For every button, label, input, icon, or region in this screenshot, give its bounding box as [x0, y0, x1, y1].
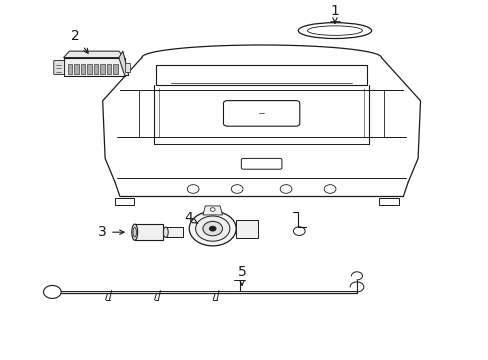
Circle shape	[209, 226, 216, 231]
FancyBboxPatch shape	[106, 64, 111, 74]
Text: 1: 1	[330, 4, 339, 23]
Ellipse shape	[163, 227, 168, 238]
FancyBboxPatch shape	[87, 64, 91, 74]
Polygon shape	[236, 220, 258, 238]
FancyBboxPatch shape	[113, 64, 117, 74]
Polygon shape	[203, 206, 222, 215]
Text: 5: 5	[237, 265, 246, 285]
Ellipse shape	[133, 228, 136, 237]
Polygon shape	[63, 51, 124, 58]
FancyBboxPatch shape	[54, 60, 64, 75]
Polygon shape	[165, 227, 183, 238]
Text: 2: 2	[71, 29, 88, 53]
FancyBboxPatch shape	[81, 64, 85, 74]
Circle shape	[210, 208, 215, 211]
Polygon shape	[63, 58, 124, 76]
Text: 4: 4	[183, 211, 198, 225]
FancyBboxPatch shape	[100, 64, 104, 74]
Circle shape	[189, 211, 236, 246]
Text: 3: 3	[98, 225, 124, 239]
Circle shape	[203, 221, 222, 236]
FancyBboxPatch shape	[74, 64, 79, 74]
Polygon shape	[119, 51, 128, 76]
Polygon shape	[134, 224, 163, 240]
FancyBboxPatch shape	[68, 64, 72, 74]
FancyBboxPatch shape	[94, 64, 98, 74]
Circle shape	[195, 216, 229, 241]
Ellipse shape	[132, 224, 138, 240]
FancyBboxPatch shape	[124, 63, 129, 72]
